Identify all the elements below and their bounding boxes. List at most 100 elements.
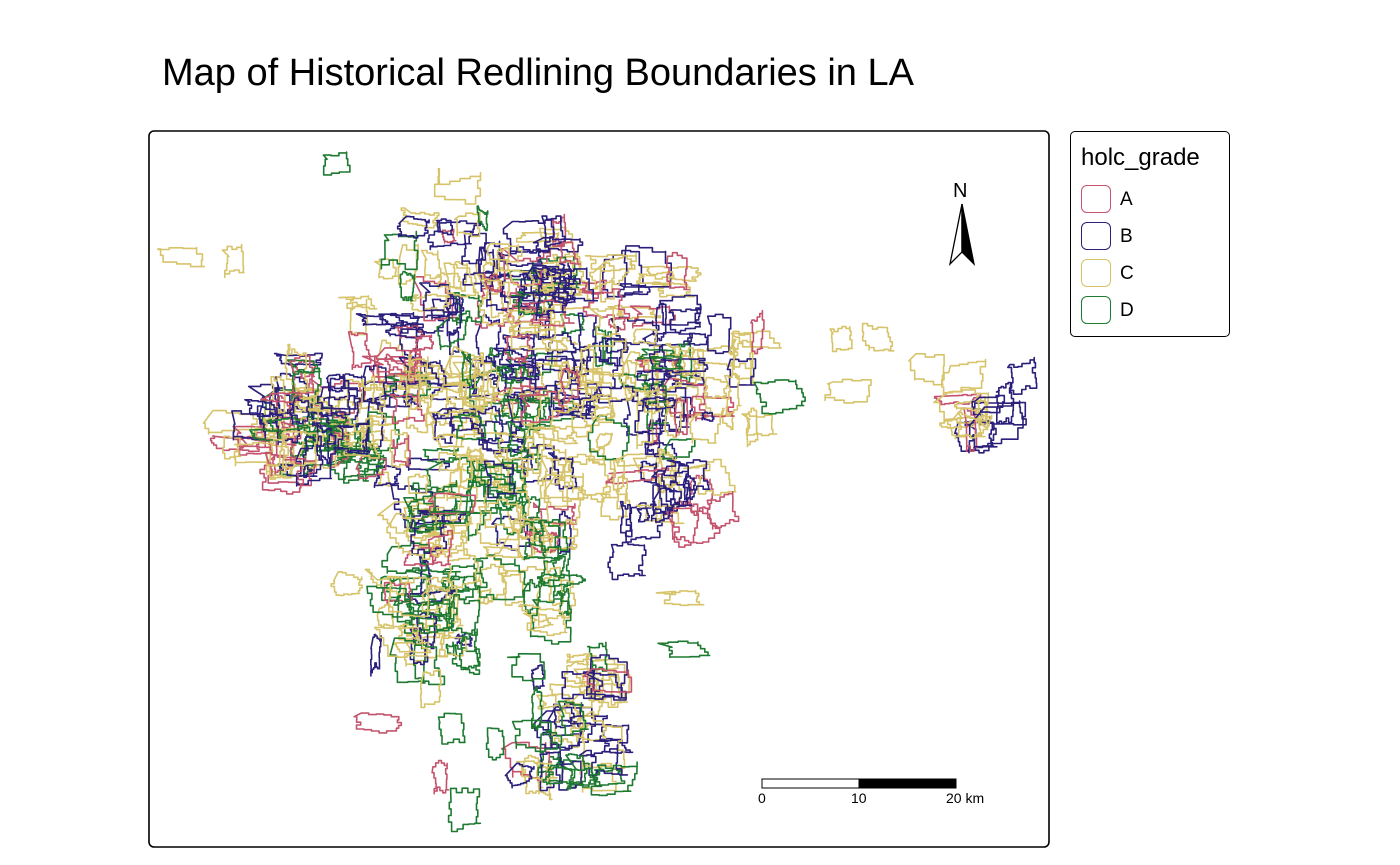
redlining-polygon xyxy=(544,474,585,528)
redlining-polygon xyxy=(546,702,597,751)
redlining-polygon xyxy=(536,693,572,710)
redlining-polygon xyxy=(616,475,629,510)
redlining-polygon xyxy=(435,218,454,236)
redlining-polygon xyxy=(270,375,286,414)
redlining-polygon xyxy=(345,378,392,433)
redlining-polygon xyxy=(953,420,998,453)
redlining-polygon xyxy=(570,348,590,383)
redlining-polygon xyxy=(331,448,382,466)
redlining-polygon xyxy=(453,211,481,238)
legend-item-c[interactable]: C xyxy=(1081,259,1221,289)
north-arrow-right xyxy=(961,203,976,266)
map-title: Map of Historical Redlining Boundaries i… xyxy=(162,52,914,94)
scale-label-0: 0 xyxy=(758,790,766,806)
redlining-polygon xyxy=(655,589,705,607)
redlining-polygon xyxy=(674,349,706,389)
redlining-polygon xyxy=(658,357,709,374)
redlining-polygon xyxy=(496,247,510,272)
redlining-polygon xyxy=(750,309,765,355)
redlining-polygon xyxy=(511,719,558,753)
redlining-polygon xyxy=(420,249,442,280)
redlining-polygon xyxy=(547,267,599,302)
redlining-polygon xyxy=(465,478,487,542)
redlining-polygon xyxy=(443,262,477,298)
redlining-polygon xyxy=(666,507,721,548)
redlining-polygon xyxy=(619,500,633,538)
redlining-polygon xyxy=(907,352,945,386)
redlining-polygon xyxy=(407,473,430,495)
legend-item-a[interactable]: A xyxy=(1081,185,1221,215)
redlining-polygon xyxy=(316,386,359,410)
redlining-polygon xyxy=(968,401,1027,449)
legend-swatch-d xyxy=(1081,296,1111,324)
redlining-polygon xyxy=(373,258,399,280)
redlining-polygon xyxy=(280,430,318,470)
redlining-polygon xyxy=(706,490,740,530)
redlining-polygon xyxy=(532,237,584,254)
redlining-polygon xyxy=(665,251,690,291)
redlining-polygon xyxy=(221,243,245,279)
legend-title: holc_grade xyxy=(1081,144,1200,171)
redlining-polygon xyxy=(504,333,531,363)
redlining-polygon xyxy=(482,546,522,559)
redlining-polygon xyxy=(523,541,547,561)
redlining-polygon xyxy=(536,444,567,486)
redlining-polygon xyxy=(523,496,541,523)
redlining-polygon xyxy=(320,418,362,451)
redlining-polygon xyxy=(403,496,442,533)
redlining-polygon xyxy=(337,419,370,454)
redlining-polygon xyxy=(529,598,572,645)
redlining-polygon xyxy=(330,570,363,597)
redlining-polygon xyxy=(433,167,482,205)
redlining-polygon xyxy=(247,383,295,418)
redlining-polygon xyxy=(479,273,513,311)
redlining-polygon xyxy=(501,398,520,419)
redlining-polygon xyxy=(649,355,684,370)
redlining-polygon xyxy=(666,459,711,491)
redlining-polygon xyxy=(940,358,987,396)
legend-item-b[interactable]: B xyxy=(1081,222,1221,252)
redlining-polygon xyxy=(528,422,579,445)
redlining-polygon xyxy=(632,455,683,481)
redlining-polygon xyxy=(682,458,737,496)
redlining-polygon xyxy=(641,381,670,430)
redlining-polygon xyxy=(585,654,628,701)
redlining-polygon xyxy=(593,738,634,754)
redlining-polygon xyxy=(570,382,614,430)
redlining-polygon xyxy=(829,325,854,353)
redlining-polygon xyxy=(640,396,676,410)
redlining-polygon xyxy=(421,585,451,613)
redlining-polygon xyxy=(565,753,588,791)
redlining-polygon xyxy=(328,377,351,416)
redlining-polygon xyxy=(250,426,303,439)
redlining-polygon xyxy=(416,612,438,650)
legend-item-d[interactable]: D xyxy=(1081,296,1221,326)
redlining-polygon xyxy=(578,744,629,777)
redlining-polygon xyxy=(582,668,633,693)
redlining-polygon xyxy=(378,311,419,327)
redlining-polygon xyxy=(258,406,278,425)
redlining-polygon xyxy=(419,669,442,709)
redlining-polygon xyxy=(589,254,633,294)
redlining-polygon xyxy=(646,418,662,456)
redlining-polygon xyxy=(745,407,759,448)
scale-label-10: 10 xyxy=(851,790,867,806)
redlining-polygon xyxy=(347,331,372,371)
redlining-polygon xyxy=(567,458,611,503)
redlining-polygon xyxy=(437,712,466,745)
redlining-polygon xyxy=(415,509,467,527)
redlining-polygon xyxy=(688,332,709,346)
redlining-polygon xyxy=(861,322,895,352)
redlining-polygon xyxy=(612,458,626,493)
redlining-polygon xyxy=(157,246,206,268)
redlining-polygon xyxy=(651,468,693,511)
redlining-polygon xyxy=(403,396,429,434)
legend-label-c: C xyxy=(1120,263,1134,284)
redlining-polygon xyxy=(560,313,585,336)
redlining-polygon xyxy=(587,393,616,420)
redlining-polygon xyxy=(389,637,446,686)
redlining-polygon xyxy=(259,451,305,495)
redlining-polygon xyxy=(933,392,982,406)
redlining-polygon xyxy=(438,634,467,658)
